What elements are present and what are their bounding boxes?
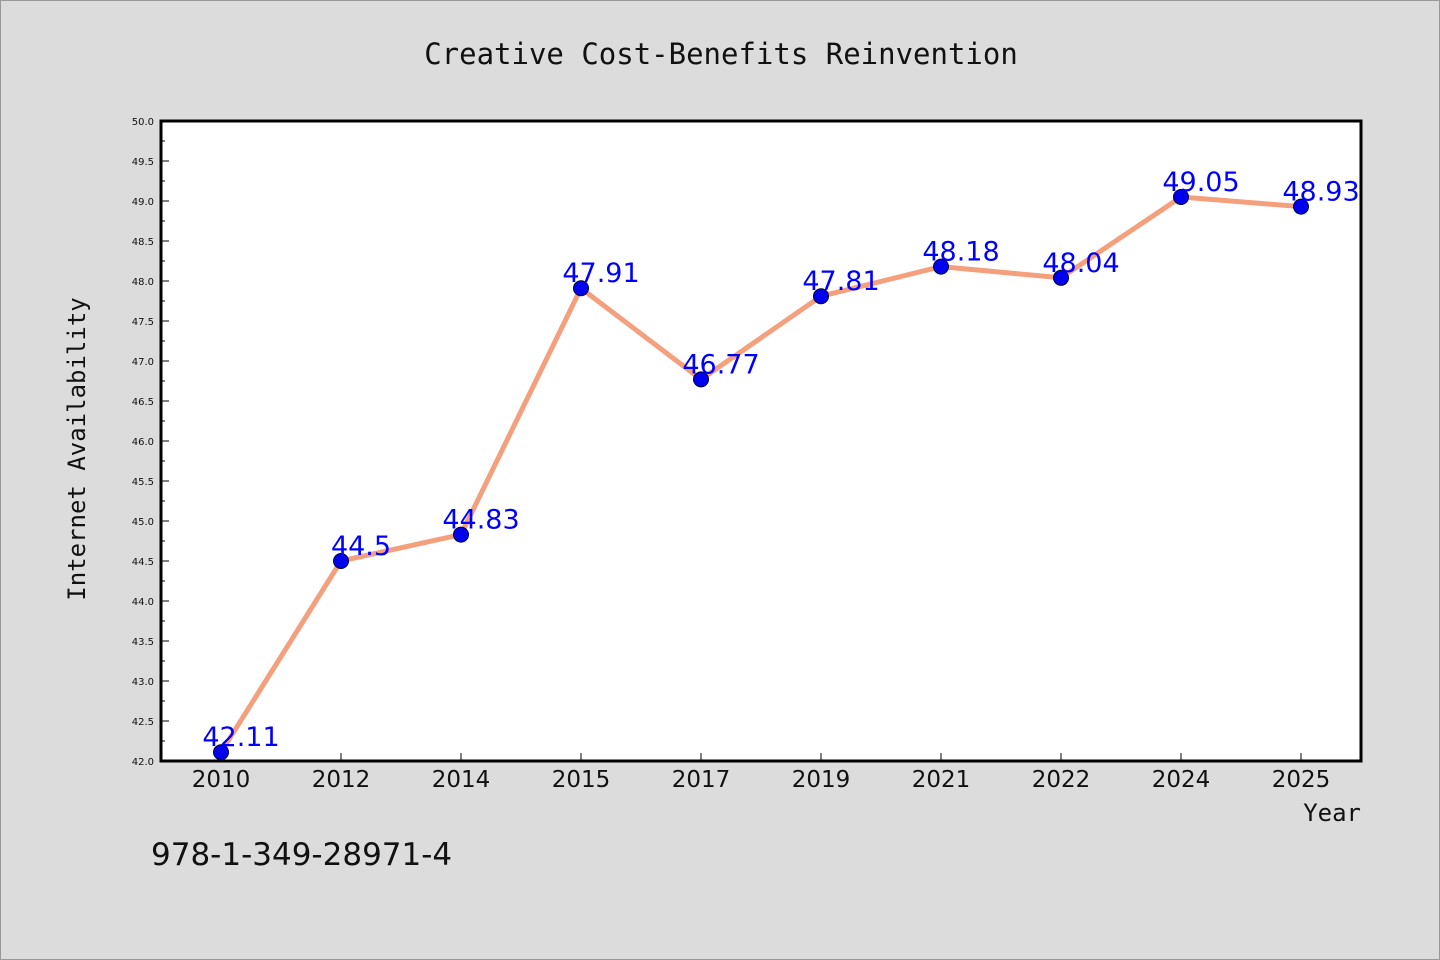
series-line	[218, 194, 1304, 755]
plot-area	[161, 121, 1361, 761]
x-tick-label: 2010	[192, 767, 251, 793]
y-tick-label: 42.0	[132, 757, 154, 768]
x-tick-label: 2017	[672, 767, 731, 793]
data-label: 48.04	[1042, 248, 1119, 279]
x-tick-label: 2024	[1152, 767, 1211, 793]
y-tick-label: 48.5	[132, 237, 154, 248]
data-label: 42.11	[202, 722, 279, 753]
chart-title: Creative Cost-Benefits Reinvention	[424, 37, 1018, 71]
x-tick-label: 2015	[552, 767, 611, 793]
data-label-layer: 42.11 44.5 44.83 47.91 46.77 47.81 48.18 48.04 4…	[202, 167, 1359, 753]
y-tick-label: 48.0	[132, 277, 154, 288]
data-label: 44.83	[442, 505, 519, 536]
series-layer	[213, 189, 1309, 761]
data-label: 47.81	[802, 266, 879, 297]
data-point	[1293, 198, 1309, 215]
data-point	[693, 371, 709, 388]
x-tick-label: 2012	[312, 767, 371, 793]
data-point	[573, 280, 589, 297]
data-point	[333, 553, 349, 569]
x-tick-label: 2025	[1272, 767, 1331, 793]
data-point	[1053, 269, 1069, 286]
x-axis: 2010 2012 2014 2015 2017 2019 2021 2022 2024 2025	[192, 753, 1331, 793]
y-axis-label: Internet Availability	[63, 297, 91, 600]
y-tick-label: 43.0	[132, 677, 154, 688]
data-point	[1173, 189, 1189, 205]
x-tick-label: 2021	[912, 767, 971, 793]
data-label: 48.93	[1282, 177, 1359, 208]
data-label: 49.05	[1162, 167, 1239, 198]
data-label: 47.91	[562, 258, 639, 289]
y-tick-label: 49.5	[132, 157, 154, 168]
x-axis-label: Year	[1303, 799, 1361, 827]
y-tick-label: 46.0	[132, 437, 154, 448]
data-label: 46.77	[682, 349, 759, 380]
y-tick-label: 45.0	[132, 517, 154, 528]
y-tick-label: 43.5	[132, 637, 154, 648]
y-axis: 42.0 42.5 43.0 43.5 44.0 44.5 45.0 45.5 46.0 46.5…	[132, 117, 169, 768]
y-tick-label: 42.5	[132, 717, 154, 728]
y-tick-label: 47.5	[132, 317, 154, 328]
plot-frame	[159, 119, 1363, 763]
y-tick-label: 50.0	[132, 117, 154, 128]
y-tick-label: 46.5	[132, 397, 154, 408]
y-tick-label: 44.0	[132, 597, 154, 608]
y-tick-label: 44.5	[132, 557, 154, 568]
x-tick-label: 2022	[1032, 767, 1091, 793]
data-label: 44.5	[331, 531, 391, 562]
y-tick-label: 47.0	[132, 357, 154, 368]
data-point	[453, 526, 469, 543]
data-point	[813, 288, 829, 305]
data-point	[933, 258, 949, 275]
x-tick-label: 2014	[432, 767, 491, 793]
y-tick-label: 49.0	[132, 197, 154, 208]
x-tick-label: 2019	[792, 767, 851, 793]
y-tick-label: 45.5	[132, 477, 154, 488]
footer-code: 978-1-349-28971-4	[151, 837, 452, 873]
data-label: 48.18	[922, 237, 999, 268]
